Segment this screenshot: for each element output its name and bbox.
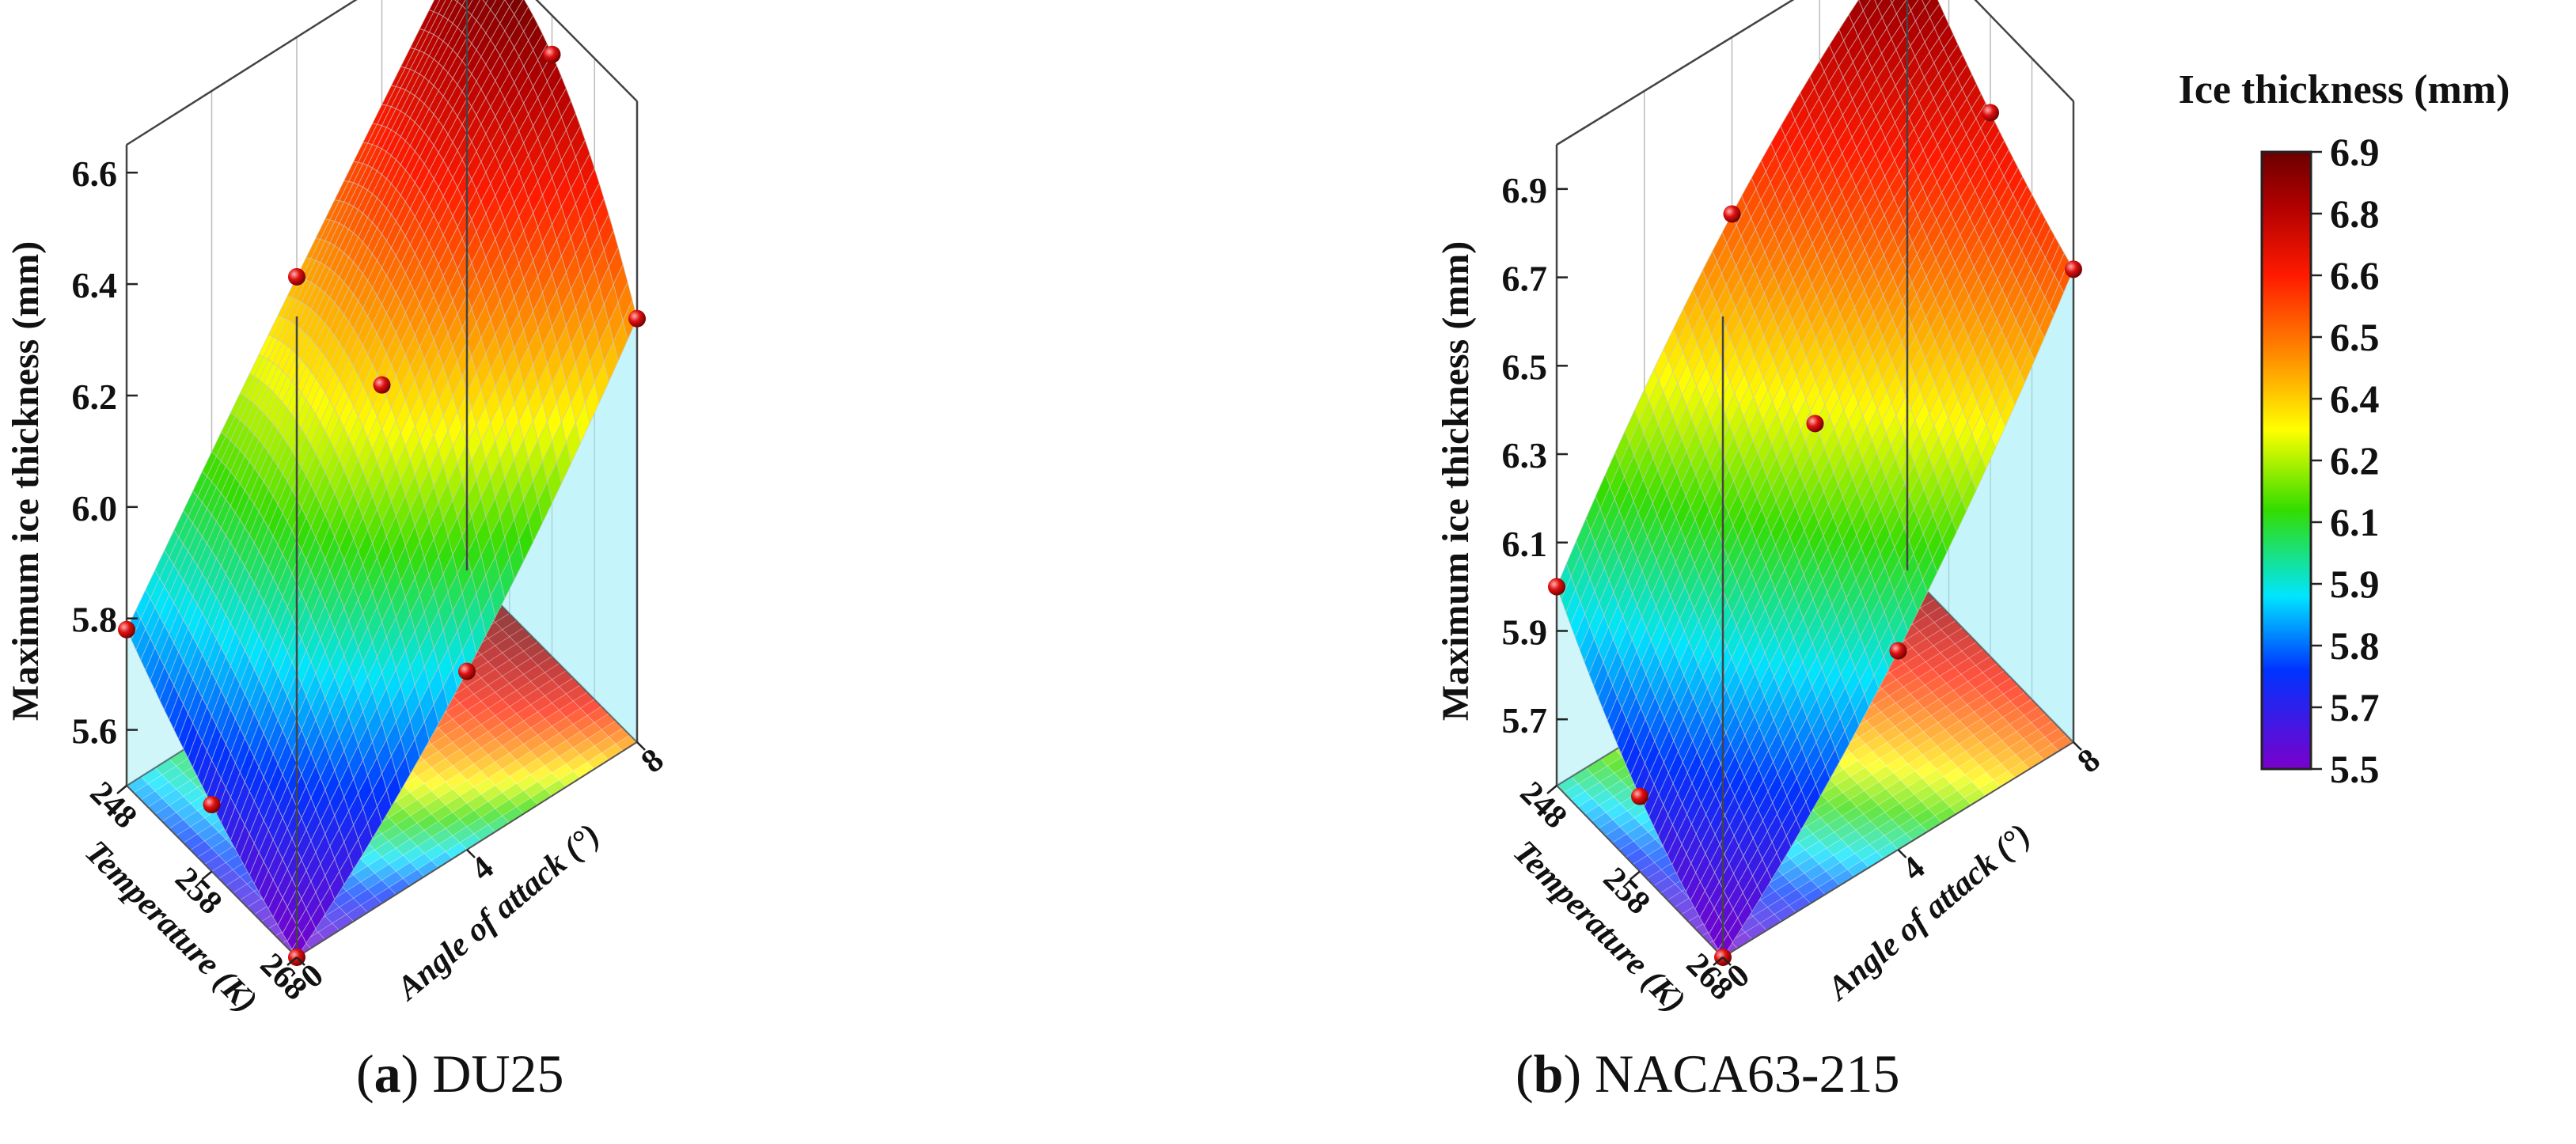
colorbar-tick-label: 6.6: [2330, 253, 2380, 297]
design-point: [543, 45, 561, 63]
colorbar-gradient: [2260, 150, 2312, 771]
colorbar-tick-label: 5.5: [2330, 747, 2380, 791]
response-surface: [1556, 0, 2074, 958]
x-tick: [201, 870, 213, 881]
design-point: [2065, 260, 2082, 278]
z-tick-label: 5.9: [1502, 612, 1548, 652]
caption-b-letter: b: [1533, 1044, 1564, 1104]
caption-a-letter: a: [374, 1044, 401, 1104]
axis-frame-line: [126, 0, 358, 146]
colorbar-tick-label: 5.9: [2330, 562, 2380, 606]
z-tick-label: 6.4: [72, 265, 118, 305]
axis-frame-line: [1974, 0, 2074, 102]
z-tick-label: 6.2: [72, 377, 118, 417]
design-point: [288, 267, 305, 286]
colorbar-tick-label: 6.5: [2330, 315, 2380, 359]
x-tick: [286, 956, 298, 966]
y-tick: [1897, 849, 1907, 858]
z-tick-label: 5.7: [1502, 700, 1548, 741]
y-tick: [2073, 741, 2082, 751]
z-tick-label: 5.8: [72, 600, 118, 640]
colorbar: Ice thickness (mm) 6.9 6.8 6.6 6.5 6.4 6.2 6.1…: [2179, 67, 2510, 791]
caption-b: (b) NACA63-215: [1516, 1044, 1900, 1104]
y-tick: [466, 849, 476, 858]
y-tick-label: 4: [465, 850, 501, 888]
colorbar-tick-label: 6.1: [2330, 500, 2380, 544]
caption-b-name: NACA63-215: [1595, 1044, 1900, 1104]
colorbar-tick-label: 6.9: [2330, 130, 2380, 174]
z-tick-label: 5.6: [72, 711, 118, 752]
design-point: [118, 620, 135, 638]
caption-a-name: DU25: [432, 1044, 564, 1104]
z-tick-label: 6.6: [72, 153, 118, 194]
design-point: [1889, 642, 1907, 660]
colorbar-title: Ice thickness (mm): [2179, 67, 2510, 112]
colorbar-tick-label: 6.2: [2330, 438, 2380, 483]
y-tick-label: 4: [1895, 850, 1932, 888]
design-point: [1806, 415, 1824, 433]
colorbar-ticks: 6.9 6.8 6.6 6.5 6.4 6.2 6.1 5.9 5.8 5.7 5.5: [2311, 130, 2380, 791]
x-tick: [116, 785, 127, 794]
caption-a: (a) DU25: [356, 1044, 564, 1104]
response-surface: [126, 0, 638, 958]
x-tick: [1713, 956, 1724, 966]
design-point: [628, 309, 646, 328]
z-tick-label: 6.0: [72, 488, 118, 528]
x-tick: [1629, 870, 1641, 881]
colorbar-tick-label: 6.4: [2330, 377, 2380, 421]
z-axis-label: Maximum ice thickness (mm): [1435, 241, 1477, 722]
y-tick: [1722, 956, 1732, 966]
colorbar-tick-label: 5.7: [2330, 685, 2380, 729]
y-tick-label: 8: [635, 742, 671, 781]
panel-b-naca63-215: 5.7 5.9 6.1 6.3 6.5 6.7 6.9 Maximum ice thickne…: [1435, 0, 2107, 1020]
design-point: [458, 662, 476, 680]
design-point: [1548, 578, 1565, 596]
axis-frame-line: [535, 0, 638, 102]
design-point: [1631, 787, 1648, 805]
axis-frame-line: [1556, 0, 1795, 146]
surface-cell: [1874, 0, 1883, 8]
design-point: [1982, 104, 1999, 122]
z-tick-label: 6.9: [1502, 170, 1548, 210]
design-point: [1723, 205, 1741, 223]
z-tick-label: 6.1: [1502, 524, 1548, 564]
x-tick: [1546, 785, 1557, 794]
panel-a-du25: 5.6 5.8 6.0 6.2 6.4 6.6 Maximum ice thickness …: [5, 0, 670, 1020]
design-point: [203, 795, 221, 813]
colorbar-tick-label: 5.8: [2330, 623, 2380, 668]
design-point: [373, 376, 391, 394]
z-tick-label: 6.3: [1502, 435, 1548, 475]
z-axis-label: Maximum ice thickness (mm): [5, 241, 47, 722]
y-tick: [296, 956, 305, 966]
y-tick: [636, 741, 646, 751]
y-tick-label: 8: [2071, 742, 2107, 781]
z-tick-label: 6.7: [1502, 259, 1548, 299]
z-tick-label: 6.5: [1502, 347, 1548, 387]
colorbar-tick-label: 6.8: [2330, 191, 2380, 236]
